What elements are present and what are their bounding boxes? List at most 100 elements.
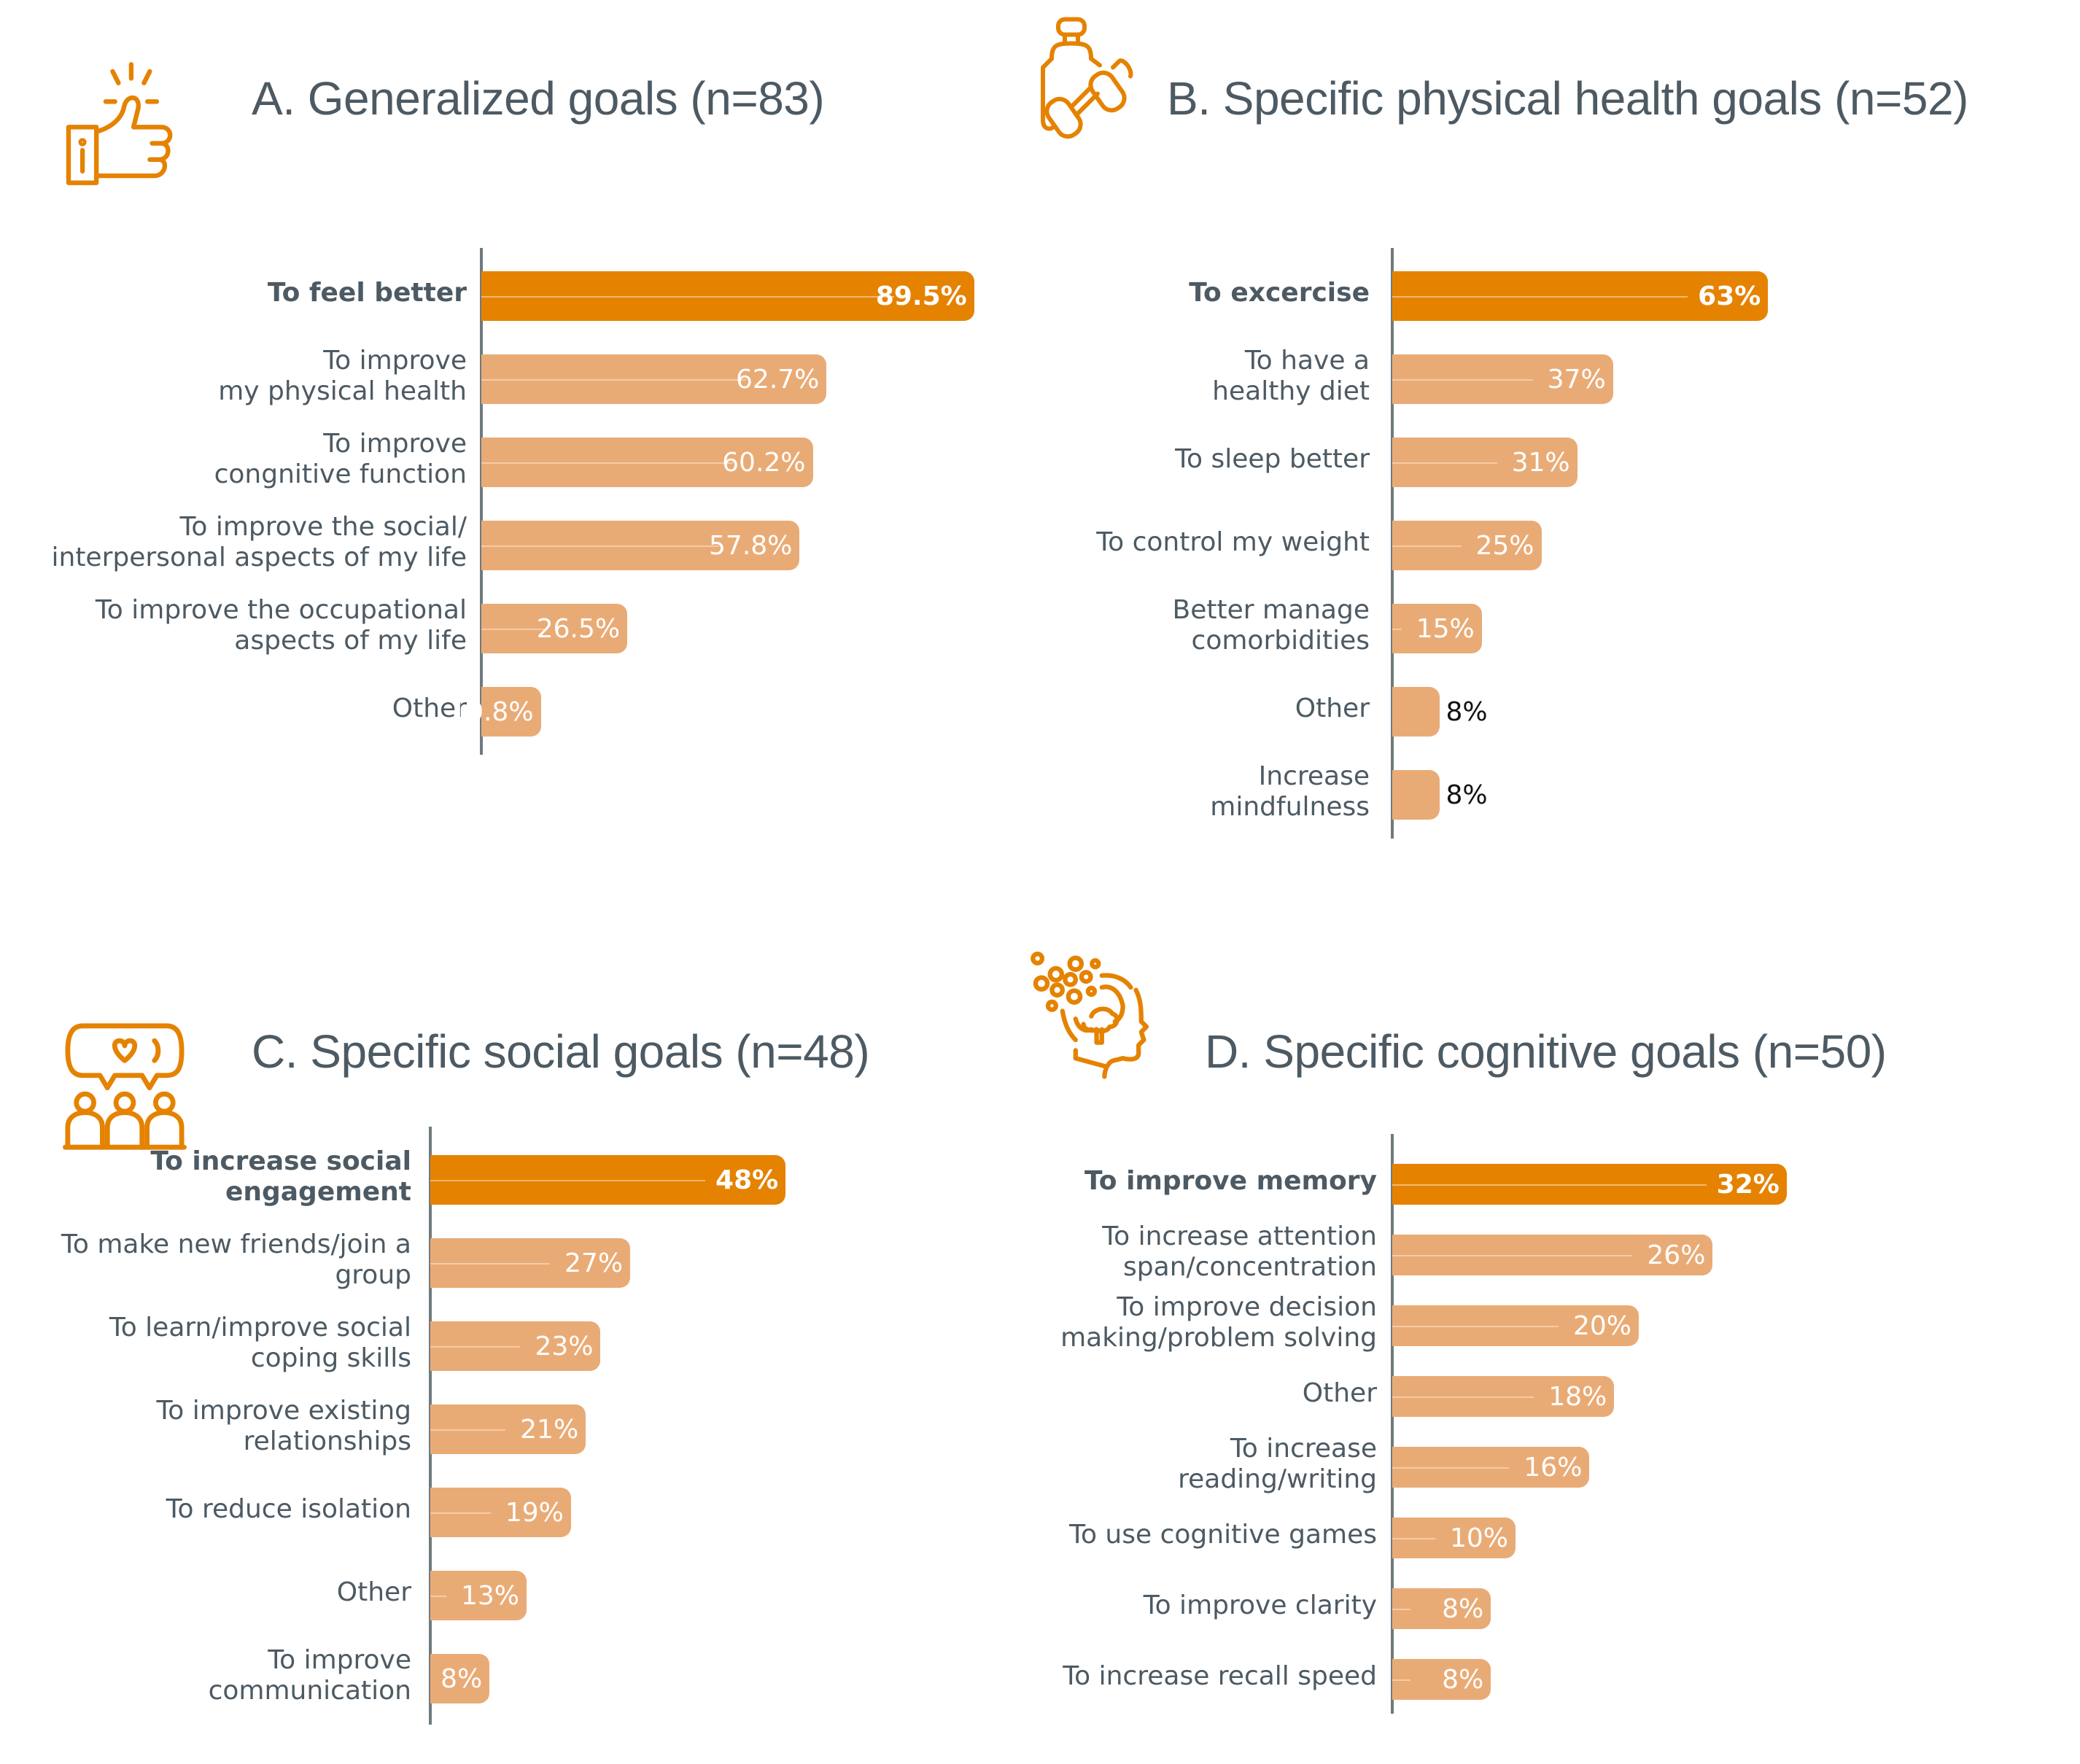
category-label: Other [1295, 693, 1370, 723]
category-label: To improve congnitive function [214, 429, 467, 489]
category-label: To have a healthy diet [1212, 346, 1370, 406]
water-bottle-dumbbell-icon [1034, 13, 1144, 139]
category-label: To improve communication [208, 1645, 411, 1706]
value-label: 19% [505, 1498, 564, 1528]
value-label: 25% [1475, 531, 1534, 561]
bar-guide-line [430, 1596, 446, 1597]
bar-guide-line [1392, 545, 1462, 547]
category-label: Increase mindfulness [1210, 761, 1370, 822]
category-label: To learn/improve social coping skills [109, 1313, 411, 1373]
bar-guide-line [1392, 296, 1688, 298]
category-label: To reduce isolation [166, 1494, 411, 1524]
value-label: 57.8% [709, 531, 793, 561]
category-label: To improve clarity [1143, 1590, 1377, 1620]
bar [1392, 1164, 1787, 1205]
value-label: 60.2% [722, 448, 806, 478]
bar [1392, 770, 1440, 820]
value-label: 27% [564, 1248, 624, 1278]
bar-guide-line [430, 1346, 521, 1348]
value-label: 10% [1449, 1523, 1508, 1553]
bar [1392, 1518, 1516, 1558]
bar [481, 604, 628, 653]
category-label: Better manage comorbidities [1172, 595, 1370, 656]
category-label: To control my weight [1096, 527, 1370, 557]
bar-guide-line [1392, 629, 1402, 630]
bar [1392, 1588, 1491, 1629]
value-label: 8% [441, 1664, 483, 1694]
value-label: 32% [1716, 1170, 1780, 1200]
bar-guide-line [1392, 1609, 1411, 1610]
bar-guide-line [430, 1512, 491, 1514]
bar [1392, 1447, 1590, 1488]
value-label: 23% [535, 1332, 594, 1361]
bar [430, 1654, 490, 1703]
panel-d-title: D. Specific cognitive goals (n=50) [1205, 1025, 1887, 1078]
bar-guide-line [430, 1263, 551, 1264]
bar-guide-line [481, 296, 894, 298]
value-label: 8% [1442, 1665, 1484, 1695]
value-label: 20% [1572, 1311, 1631, 1341]
value-label: 89.5% [875, 281, 967, 311]
bar-guide-line [1392, 1538, 1435, 1539]
bar [481, 521, 800, 570]
panel-b-title: B. Specific physical health goals (n=52) [1167, 72, 1968, 125]
category-label: To increase reading/writing [1178, 1434, 1377, 1494]
category-label: To feel better [267, 278, 467, 308]
bar-guide-line [1392, 1679, 1411, 1681]
value-label: 26.5% [536, 614, 621, 644]
value-label: 21% [520, 1415, 579, 1445]
value-label: 8% [1442, 1594, 1484, 1624]
category-label: To increase social engagement [150, 1146, 411, 1207]
value-label: 10.8% [450, 697, 534, 727]
value-label: 13% [460, 1581, 519, 1611]
category-label: To improve existing relationships [156, 1396, 411, 1456]
bar [1392, 521, 1542, 570]
category-label: Other [336, 1577, 411, 1607]
bar-guide-line [430, 1429, 506, 1431]
bar [430, 1238, 631, 1288]
value-label: 26% [1647, 1240, 1706, 1270]
category-label: To improve my physical health [218, 346, 467, 406]
bar [430, 1571, 527, 1620]
bar-guide-line [1392, 379, 1533, 381]
bar [1392, 354, 1613, 404]
value-label: 15% [1416, 614, 1475, 644]
bar-guide-line [481, 545, 720, 547]
bar-guide-line [481, 379, 747, 381]
category-label: To excercise [1189, 278, 1370, 308]
value-label: 31% [1511, 448, 1570, 478]
category-label: To increase recall speed [1063, 1661, 1377, 1691]
head-brain-icon [1028, 948, 1160, 1079]
bar [481, 438, 813, 487]
bar [1392, 1305, 1639, 1346]
value-label: 37% [1547, 365, 1606, 395]
bar [430, 1155, 786, 1205]
social-chat-group-icon [63, 1021, 187, 1152]
bar [481, 271, 974, 321]
bar-guide-line [430, 1180, 706, 1181]
category-label: Other [392, 693, 467, 723]
category-label: To improve the social/ interpersonal asp… [51, 512, 467, 572]
bar-guide-line [1392, 1255, 1633, 1256]
bar [1392, 604, 1482, 653]
bar-guide-line [1392, 1184, 1707, 1186]
bar-guide-line [481, 462, 733, 464]
panel-c-title: C. Specific social goals (n=48) [252, 1025, 870, 1078]
bar [1392, 271, 1769, 321]
bar [1392, 1235, 1713, 1275]
category-label: Other [1302, 1378, 1377, 1408]
category-label: To improve the occupational aspects of m… [95, 595, 467, 656]
category-axis [480, 248, 483, 755]
panel-a-title: A. Generalized goals (n=83) [252, 72, 825, 125]
value-label: 18% [1548, 1382, 1607, 1412]
bar [430, 1321, 601, 1371]
bar [1392, 438, 1578, 487]
category-label: To sleep better [1175, 444, 1370, 474]
value-label: 62.7% [736, 365, 820, 395]
value-label: 48% [715, 1165, 779, 1195]
bar-guide-line [481, 629, 548, 630]
bar-guide-line [1392, 1396, 1534, 1398]
bar [481, 354, 827, 404]
thumbs-up-icon [61, 60, 178, 187]
bar [481, 687, 541, 737]
